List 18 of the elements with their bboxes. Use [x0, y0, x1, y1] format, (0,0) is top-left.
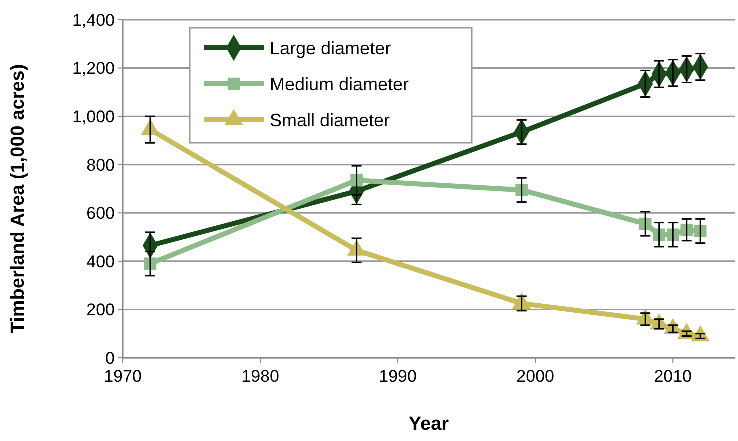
legend-label: Small diameter: [270, 110, 390, 130]
legend-label: Large diameter: [270, 38, 392, 58]
y-tick-label: 0: [106, 348, 115, 368]
y-tick-label: 400: [86, 252, 115, 272]
x-tick-label: 1970: [104, 367, 142, 386]
y-axis-title: Timberland Area (1,000 acres): [8, 64, 29, 334]
x-tick-label: 1980: [242, 367, 280, 386]
x-tick-label: 2000: [516, 367, 554, 386]
y-tick-label: 600: [86, 204, 115, 224]
y-tick-label: 200: [86, 300, 115, 320]
y-tick-label: 1,000: [72, 108, 115, 127]
x-axis-title: Year: [408, 414, 450, 435]
y-tick-label: 1,400: [72, 10, 115, 30]
y-tick-label: 800: [86, 156, 115, 175]
y-tick-label: 1,200: [72, 59, 115, 78]
legend-label: Medium diameter: [270, 74, 410, 94]
x-tick-label: 2010: [654, 367, 692, 386]
x-tick-label: 1990: [379, 367, 417, 386]
